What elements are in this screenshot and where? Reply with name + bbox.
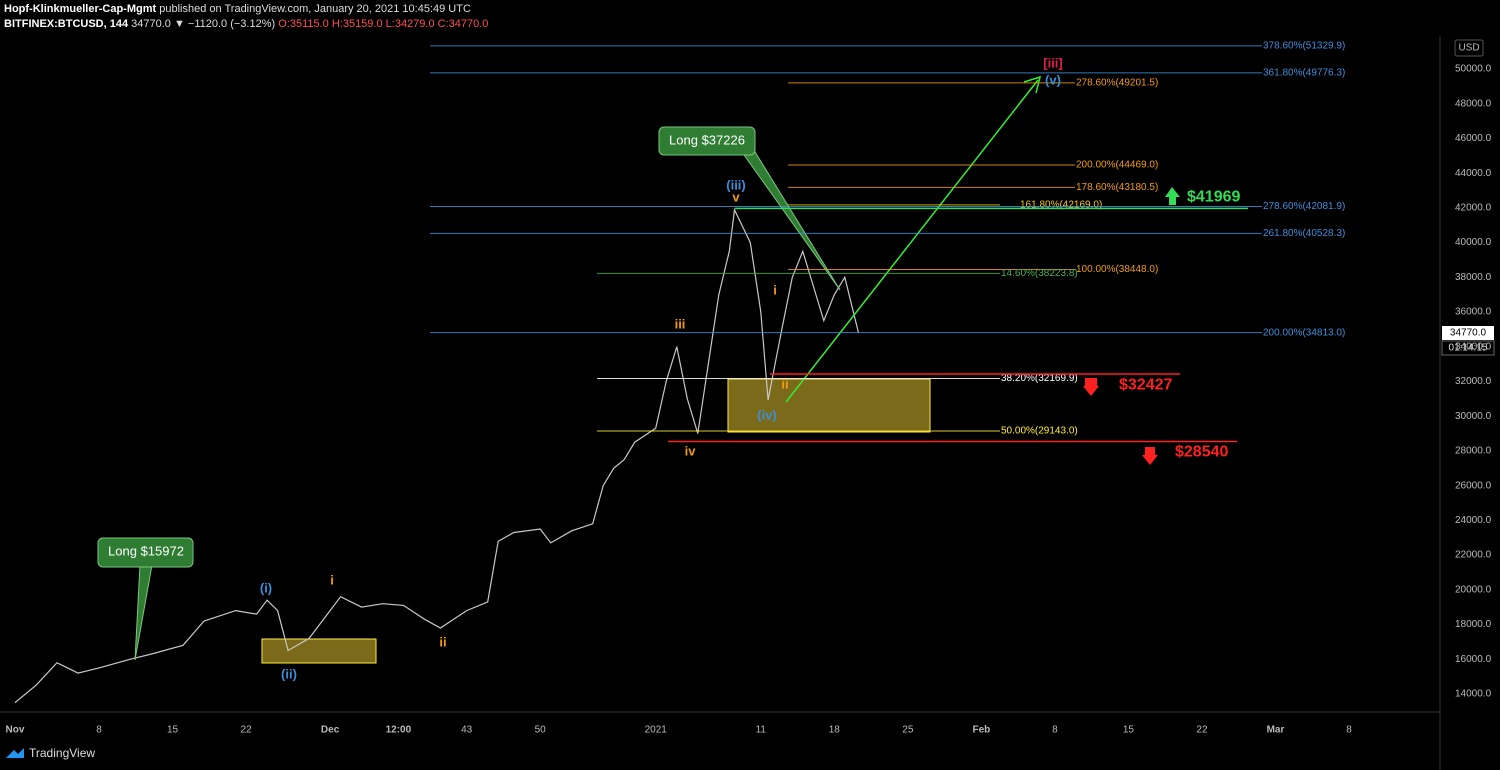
- y-tick-label: 50000.0: [1455, 64, 1492, 75]
- down-arrow: [1083, 378, 1099, 396]
- y-tick-label: 40000.0: [1455, 237, 1492, 248]
- x-tick-label: 22: [241, 725, 253, 736]
- x-tick-label: 8: [96, 725, 102, 736]
- callout-box: [658, 126, 756, 156]
- callout-pointer: [134, 564, 153, 661]
- level-label: 100.00%(38448.0): [1076, 264, 1158, 275]
- wave-label: (iii): [726, 177, 746, 192]
- y-tick-label: 26000.0: [1455, 480, 1492, 491]
- level-label: 200.00%(34813.0): [1263, 327, 1345, 338]
- callout-text: Long $37226: [669, 132, 745, 147]
- header-line: Hopf-Klinkmueller-Cap-Mgmt published on …: [4, 2, 488, 17]
- wave-label: (i): [260, 580, 272, 595]
- wave-label: iv: [685, 443, 697, 458]
- level-label: 200.00%(44469.0): [1076, 160, 1158, 171]
- down-arrow: [1142, 447, 1158, 465]
- wave-label: (ii): [281, 666, 297, 681]
- y-tick-label: 24000.0: [1455, 515, 1492, 526]
- y-tick-label: 48000.0: [1455, 98, 1492, 109]
- level-label: 278.60%(42081.9): [1263, 201, 1345, 212]
- countdown-box: [1441, 340, 1495, 356]
- price-tag: [1442, 326, 1494, 340]
- level-label: 178.60%(43180.5): [1076, 182, 1158, 193]
- wave-label: [iii]: [1043, 55, 1063, 70]
- y-tick-label: 18000.0: [1455, 619, 1492, 630]
- author: Hopf-Klinkmueller-Cap-Mgmt: [4, 3, 157, 15]
- wave-label: v: [732, 189, 740, 204]
- level-label: 361.80%(49776.3): [1263, 68, 1345, 79]
- wave-label: ii: [439, 634, 446, 649]
- level-label: 161.80%(42169.0): [1020, 200, 1102, 211]
- x-tick-label: 8: [1346, 725, 1352, 736]
- projection-arrow: [785, 79, 1039, 403]
- currency-box: [1454, 39, 1484, 57]
- wave-label: i: [773, 282, 777, 297]
- x-tick-label: 12:00: [386, 725, 412, 736]
- x-tick-label: Nov: [6, 725, 25, 736]
- level-label: 278.60%(49201.5): [1076, 77, 1158, 88]
- y-tick-label: 16000.0: [1455, 654, 1492, 665]
- y-tick-label: 20000.0: [1455, 584, 1492, 595]
- up-arrow: [1165, 187, 1180, 205]
- price-tag-text: 34770.0: [1450, 328, 1487, 339]
- y-tick-label: 28000.0: [1455, 446, 1492, 457]
- level-label: 378.60%(51329.9): [1263, 41, 1345, 52]
- x-tick-label: 2021: [645, 725, 668, 736]
- x-tick-label: 18: [829, 725, 841, 736]
- level-label: 50.00%(29143.0): [1001, 426, 1078, 437]
- callout-text: Long $15972: [108, 543, 184, 558]
- zone-box: [261, 638, 377, 664]
- wave-label: ii: [781, 376, 788, 391]
- x-tick-label: 15: [167, 725, 179, 736]
- x-tick-label: Mar: [1267, 725, 1285, 736]
- wave-label: i: [330, 572, 334, 587]
- arrow-head: [1023, 75, 1042, 94]
- x-tick-label: 50: [535, 725, 547, 736]
- y-tick-label: 22000.0: [1455, 550, 1492, 561]
- x-tick-label: 22: [1196, 725, 1208, 736]
- y-tick-label: 14000.0: [1455, 689, 1492, 700]
- ohlc: O:35115.0 H:35159.0 L:34279.0 C:34770.0: [278, 18, 489, 30]
- y-tick-label: 46000.0: [1455, 133, 1492, 144]
- x-tick-label: 43: [461, 725, 473, 736]
- x-tick-label: Feb: [972, 725, 990, 736]
- y-tick-label: 38000.0: [1455, 272, 1492, 283]
- y-tick-label: 32000.0: [1455, 376, 1492, 387]
- x-tick-label: 15: [1123, 725, 1135, 736]
- wave-label: iii: [675, 316, 686, 331]
- zone-box: [727, 378, 931, 433]
- y-tick-label: 42000.0: [1455, 203, 1492, 214]
- x-tick-label: Dec: [321, 725, 340, 736]
- target-label: $28540: [1175, 444, 1228, 461]
- wave-label: (iv): [757, 407, 777, 422]
- y-tick-label: 34000.0: [1455, 341, 1492, 352]
- x-tick-label: 8: [1052, 725, 1058, 736]
- level-label: 14.60%(38223.8): [1001, 268, 1078, 279]
- y-tick-label: 36000.0: [1455, 307, 1492, 318]
- header: Hopf-Klinkmueller-Cap-Mgmt published on …: [4, 2, 488, 32]
- target-label: $41969: [1187, 189, 1240, 206]
- wave-label: (v): [1045, 72, 1061, 87]
- change: 34770.0 ▼ −1120.0 (−3.12%): [131, 18, 276, 30]
- level-label: 261.80%(40528.3): [1263, 228, 1345, 239]
- currency: USD: [1458, 43, 1479, 54]
- brand: TradingView: [29, 746, 95, 760]
- price-line: [14, 207, 860, 704]
- published: published on TradingView.com, January 20…: [159, 3, 471, 15]
- level-label: 38.20%(32169.9): [1001, 373, 1078, 384]
- symbol: BITFINEX:BTCUSD, 144: [4, 18, 129, 30]
- x-tick-label: 11: [756, 725, 767, 736]
- y-tick-label: 30000.0: [1455, 411, 1492, 422]
- countdown: 01:14:15: [1449, 343, 1488, 354]
- callout-box: [97, 537, 194, 568]
- y-tick-label: 44000.0: [1455, 168, 1492, 179]
- target-label: $32427: [1119, 376, 1172, 393]
- header-line: BITFINEX:BTCUSD, 144 34770.0 ▼ −1120.0 (…: [4, 17, 488, 32]
- x-tick-label: 25: [902, 725, 914, 736]
- brand-logo: [6, 748, 24, 758]
